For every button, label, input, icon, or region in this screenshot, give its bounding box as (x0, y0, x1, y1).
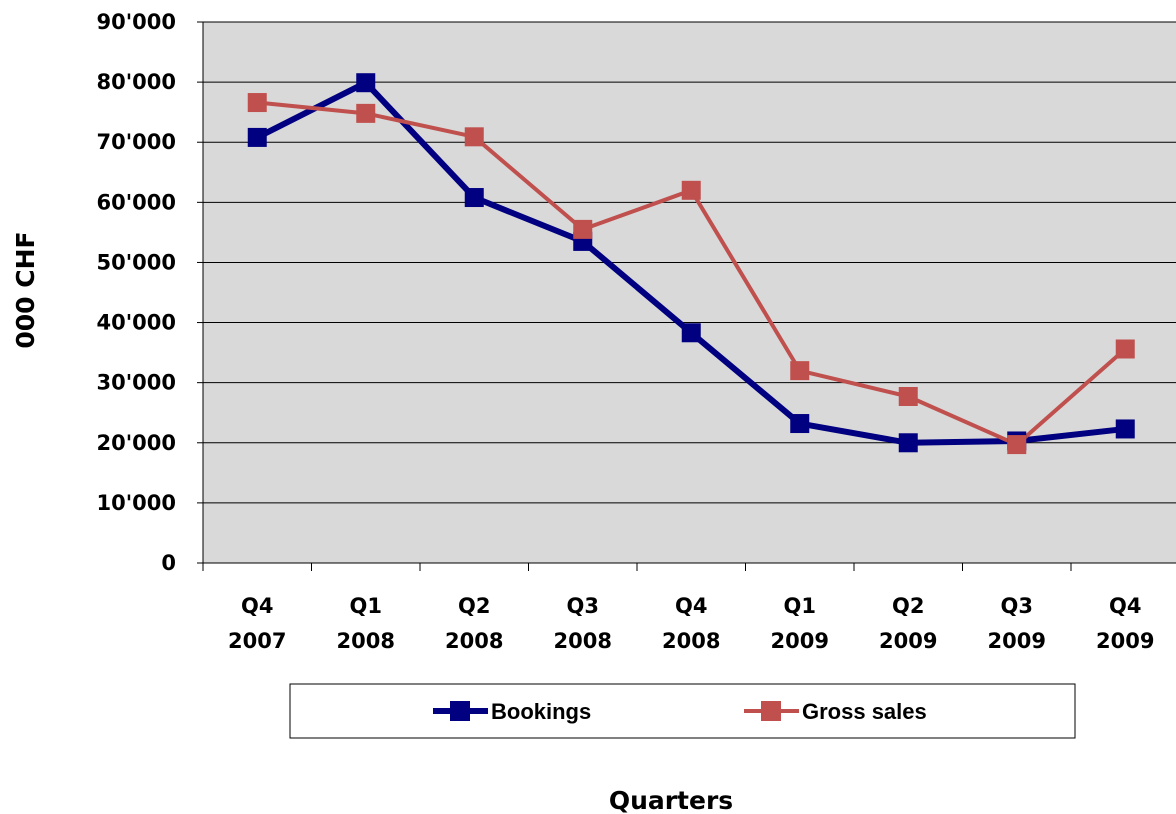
y-tick-label: 50'000 (97, 250, 177, 274)
series-layer (247, 73, 1135, 455)
x-tick-label: Q4 2007 (228, 594, 286, 653)
x-tick-label: Q2 2009 (879, 594, 937, 653)
data-point-gross-sales (1115, 339, 1135, 359)
data-point-gross-sales (681, 180, 701, 200)
data-point-bookings (898, 433, 918, 453)
x-tick-label: Q3 2009 (988, 594, 1046, 653)
x-axis-tick-labels: Q4 2007 Q1 2008 Q2 2008 Q3 2008 Q4 2008 Q1 2009 Q2 20… (228, 594, 1154, 653)
data-point-gross-sales (247, 93, 267, 113)
legend-box (289, 683, 1076, 739)
data-point-gross-sales (464, 127, 484, 147)
y-tick-label: 60'000 (97, 190, 177, 214)
data-point-gross-sales (573, 219, 593, 239)
data-point-gross-sales (1007, 435, 1027, 455)
legend: Bookings Gross sales (289, 683, 1076, 739)
data-point-bookings (681, 323, 701, 343)
legend-marker-bookings (450, 701, 470, 721)
y-tick-label: 10'000 (97, 491, 177, 515)
data-point-bookings (247, 127, 267, 147)
legend-item-gross-sales: Gross sales (744, 699, 927, 724)
plot-area (203, 22, 1176, 563)
legend-marker-gross-sales (761, 701, 781, 721)
data-point-gross-sales (790, 361, 810, 381)
y-tick-label: 30'000 (97, 371, 177, 395)
axes (197, 21, 1176, 571)
x-axis-title: Quarters (609, 786, 733, 814)
y-axis-title: 000 CHF (11, 231, 40, 348)
data-point-bookings (1115, 419, 1135, 439)
y-tick-label: 90'000 (97, 10, 177, 34)
x-tick-label: Q1 2009 (771, 594, 829, 653)
x-tick-label: Q3 2008 (554, 594, 612, 653)
y-tick-label: 0 (161, 551, 176, 575)
x-tick-label: Q4 2009 (1096, 594, 1154, 653)
y-axis-tick-labels: 0 10'000 20'000 30'000 40'000 50'000 60'000 70'… (97, 10, 177, 575)
x-tick-label: Q2 2008 (445, 594, 503, 653)
y-tick-label: 70'000 (97, 130, 177, 154)
gridlines (203, 21, 1176, 504)
data-point-bookings (790, 414, 810, 434)
data-point-gross-sales (898, 386, 918, 406)
data-point-gross-sales (356, 103, 376, 123)
y-tick-label: 80'000 (97, 70, 177, 94)
x-tick-label: Q4 2008 (662, 594, 720, 653)
data-point-bookings (464, 188, 484, 208)
legend-label-bookings: Bookings (491, 699, 591, 724)
data-point-bookings (356, 73, 376, 93)
legend-item-bookings: Bookings (433, 699, 591, 724)
y-tick-label: 40'000 (97, 311, 177, 335)
y-tick-label: 20'000 (97, 431, 177, 455)
legend-label-gross-sales: Gross sales (802, 699, 927, 724)
x-tick-label: Q1 2008 (337, 594, 395, 653)
